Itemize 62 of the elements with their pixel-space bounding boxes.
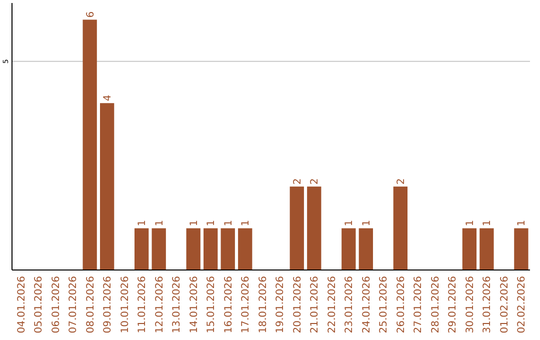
bar: [100, 103, 114, 270]
data-label: 1: [137, 220, 148, 226]
data-label: 6: [85, 11, 96, 18]
bar: [514, 228, 528, 270]
x-tick-label: 18.01.2026: [258, 276, 269, 334]
bar: [134, 228, 149, 270]
x-tick-label: 22.01.2026: [326, 276, 338, 334]
x-tick-label: 04.01.2026: [16, 276, 28, 334]
x-tick-label: 21.01.2026: [310, 276, 321, 334]
x-tick-label: 09.01.2026: [102, 276, 114, 334]
x-tick-label: 27.01.2026: [413, 276, 424, 334]
bar: [186, 228, 200, 270]
x-tick-label: 26.01.2026: [396, 276, 407, 334]
x-tick-label: 20.01.2026: [292, 276, 304, 334]
bar: [393, 186, 408, 270]
bar: [220, 228, 235, 270]
bar: [82, 20, 97, 270]
x-tick-label: 02.02.2026: [516, 276, 528, 334]
bar: [462, 228, 477, 270]
x-tick-label: 14.01.2026: [188, 276, 200, 334]
bar: [358, 228, 373, 270]
data-label: 1: [154, 220, 166, 226]
x-tick-label: 25.01.2026: [378, 276, 390, 334]
data-label: 1: [223, 220, 234, 226]
x-tick-label: 30.01.2026: [464, 276, 476, 334]
data-label: 2: [310, 178, 321, 185]
data-label: 1: [188, 220, 200, 226]
data-label: 1: [240, 220, 252, 226]
x-tick-label: 07.01.2026: [68, 276, 80, 334]
x-tick-label: 19.01.2026: [275, 276, 286, 334]
x-tick-label: 08.01.2026: [85, 276, 96, 334]
bar: [480, 228, 494, 270]
x-tick-label: 06.01.2026: [50, 276, 62, 334]
data-label: 4: [102, 94, 114, 102]
x-tick-label: 05.01.2026: [34, 276, 45, 334]
x-tick-label: 29.01.2026: [448, 276, 459, 334]
x-tick-label: 10.01.2026: [120, 276, 131, 334]
x-tick-label: 15.01.2026: [206, 276, 218, 334]
data-label: 1: [206, 220, 218, 226]
data-label: 1: [344, 220, 356, 226]
bar: [204, 228, 218, 270]
data-label: 1: [516, 220, 528, 226]
x-tick-label: 16.01.2026: [223, 276, 234, 334]
data-label: 2: [292, 178, 304, 185]
x-tick-label: 23.01.2026: [344, 276, 356, 334]
data-label: 1: [482, 220, 494, 226]
x-tick-label: 01.02.2026: [499, 276, 510, 334]
data-label: 1: [361, 220, 372, 226]
bar: [290, 186, 304, 270]
bar: [342, 228, 356, 270]
data-label: 2: [396, 178, 407, 185]
bar: [238, 228, 252, 270]
x-tick-label: 11.01.2026: [137, 276, 148, 334]
x-tick-label: 31.01.2026: [482, 276, 494, 334]
x-tick-label: 17.01.2026: [240, 276, 252, 334]
bar: [307, 186, 322, 270]
x-tick-label: 12.01.2026: [154, 276, 166, 334]
data-label: 1: [464, 220, 476, 226]
x-tick-label: 28.01.2026: [430, 276, 442, 334]
x-tick-label: 24.01.2026: [361, 276, 372, 334]
x-tick-label: 13.01.2026: [172, 276, 183, 334]
bar: [152, 228, 166, 270]
